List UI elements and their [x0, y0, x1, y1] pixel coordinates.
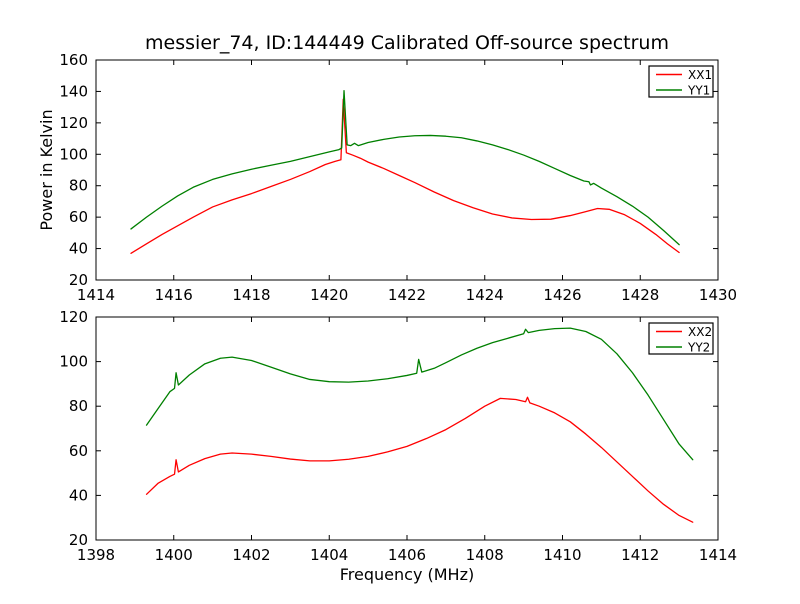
x-tick-label: 1406 — [388, 546, 426, 564]
x-tick-label: 1420 — [310, 286, 348, 304]
x-tick-label: 1410 — [543, 546, 581, 564]
x-tick-label: 1404 — [310, 546, 348, 564]
x-tick-label: 1428 — [621, 286, 659, 304]
series-line-xx1 — [130, 98, 680, 254]
x-tick-label: 1402 — [232, 546, 270, 564]
y-tick-label: 20 — [69, 271, 88, 289]
x-tick-label: 1430 — [699, 286, 737, 304]
x-tick-label: 1400 — [155, 546, 193, 564]
series-line-yy1 — [130, 89, 680, 246]
x-tick-label: 1412 — [621, 546, 659, 564]
x-axis-label: Frequency (MHz) — [340, 565, 474, 584]
y-tick-label: 100 — [59, 353, 88, 371]
y-tick-label: 120 — [59, 308, 88, 326]
y-tick-label: 100 — [59, 145, 88, 163]
legend-label: XX1 — [688, 68, 712, 82]
axes-frame — [95, 316, 719, 541]
legend-box — [648, 322, 714, 355]
x-tick-label: 1418 — [232, 286, 270, 304]
x-tick-label: 1398 — [77, 546, 115, 564]
y-tick-label: 140 — [59, 82, 88, 100]
x-tick-label: 1414 — [699, 546, 737, 564]
x-tick-label: 1422 — [388, 286, 426, 304]
y-tick-label: 80 — [69, 177, 88, 195]
x-tick-label: 1408 — [466, 546, 504, 564]
subplot-bottom: 1398 1400 1402 1404 1406 1408 1410 1412 1414 20 40… — [59, 308, 737, 564]
x-tick-label: 1414 — [77, 286, 115, 304]
series-line-yy2 — [145, 327, 694, 461]
axes-frame — [95, 59, 719, 281]
legend-label: YY2 — [687, 341, 710, 355]
y-tick-label: 60 — [69, 442, 88, 460]
legend-label: YY1 — [687, 84, 710, 98]
y-tick-label: 80 — [69, 397, 88, 415]
y-tick-label: 120 — [59, 114, 88, 132]
y-tick-label: 40 — [69, 486, 88, 504]
subplot-top: 1414 1416 1418 1420 1422 1424 1426 1428 1430 20 40… — [59, 51, 737, 304]
y-tick-label: 20 — [69, 531, 88, 549]
y-tick-label: 60 — [69, 208, 88, 226]
x-tick-label: 1424 — [466, 286, 504, 304]
figure-title: messier_74, ID:144449 Calibrated Off-sou… — [145, 32, 669, 54]
x-tick-label: 1416 — [155, 286, 193, 304]
legend-box — [648, 65, 714, 98]
y-tick-label: 40 — [69, 240, 88, 258]
y-axis-label: Power in Kelvin — [37, 109, 56, 230]
y-tick-label: 160 — [59, 51, 88, 69]
series-line-xx2 — [145, 396, 694, 523]
x-tick-label: 1426 — [543, 286, 581, 304]
legend-label: XX2 — [688, 325, 712, 339]
